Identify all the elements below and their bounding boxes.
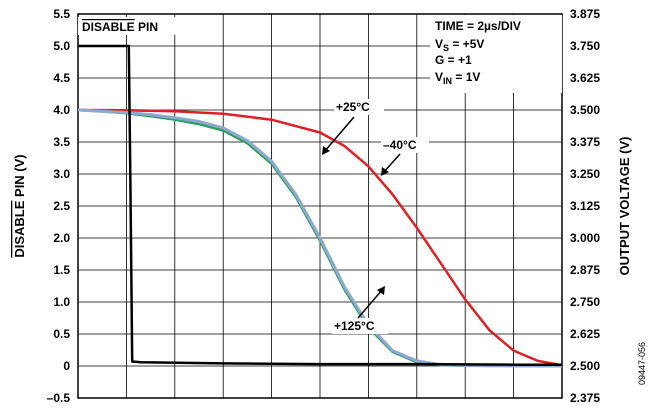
right-tick-label: 3.875: [570, 7, 600, 21]
left-axis-title-overline: DISABLE: [12, 200, 27, 257]
gain-label: G = +1: [435, 53, 472, 67]
right-tick-label: 3.375: [570, 135, 600, 149]
series-layer: [77, 44, 563, 368]
left-axis-title-rest: PIN (V): [12, 154, 27, 200]
left-axis-ticks: 5.5 5.0 4.5 4.0 3.5 3.0 2.5 2.0 1.5 1.0 0.5 0 –0.5: [47, 7, 71, 405]
disable-pin-label: DISABLE PIN: [82, 20, 158, 34]
vin-sub: IN: [443, 76, 452, 86]
right-tick-label: 3.750: [570, 39, 600, 53]
left-tick-label: 2.0: [53, 231, 70, 245]
left-axis-title: DISABLE PIN (V): [12, 154, 27, 257]
right-tick-label: 3.000: [570, 231, 600, 245]
right-tick-label: 3.625: [570, 71, 600, 85]
left-tick-label: 5.0: [53, 39, 70, 53]
right-tick-label: 2.875: [570, 263, 600, 277]
left-tick-label: 1.0: [53, 295, 70, 309]
right-axis-title: OUTPUT VOLTAGE (V): [617, 137, 632, 276]
left-tick-label: 0: [63, 359, 70, 373]
label-m40c-box: [381, 137, 429, 153]
left-tick-label: 4.5: [53, 71, 70, 85]
disable-pin-label-rest: PIN: [135, 20, 158, 34]
vs-label: VS = +5V: [435, 37, 484, 53]
right-axis-ticks: 3.875 3.750 3.625 3.500 3.375 3.250 3.125 3.000…: [570, 7, 600, 405]
figure-id: 09447-056: [637, 342, 647, 385]
right-tick-label: 2.500: [570, 359, 600, 373]
right-tick-label: 3.500: [570, 103, 600, 117]
vs-sub: S: [443, 43, 449, 53]
left-tick-label: 0.5: [53, 327, 70, 341]
series-line-1: [77, 108, 563, 367]
right-tick-label: 3.125: [570, 199, 600, 213]
left-tick-label: –0.5: [47, 391, 71, 405]
left-tick-label: 4.0: [53, 103, 70, 117]
arrow-125c: [357, 288, 384, 319]
left-tick-label: 5.5: [53, 7, 70, 21]
disable-pin-label-box: [78, 17, 186, 35]
label-25c-box: [334, 99, 384, 115]
arrowhead-125c-icon: [377, 286, 385, 295]
series-line-0: [78, 44, 562, 366]
right-tick-label: 3.250: [570, 167, 600, 181]
left-tick-label: 3.0: [53, 167, 70, 181]
label-25c: +25°C: [336, 100, 370, 114]
right-tick-label: 2.625: [570, 327, 600, 341]
vs-rest: = +5V: [449, 37, 484, 51]
label-125c-box: [332, 318, 388, 334]
vin-main: V: [435, 70, 443, 84]
left-tick-label: 2.5: [53, 199, 70, 213]
vin-rest: = 1V: [452, 70, 480, 84]
right-tick-label: 2.750: [570, 295, 600, 309]
vin-label: VIN = 1V: [435, 70, 480, 86]
arrow-25c: [323, 116, 355, 153]
left-tick-label: 3.5: [53, 135, 70, 149]
arrowhead-m40c-icon: [381, 167, 389, 176]
disable-pin-label-overline: DISABLE: [82, 20, 135, 34]
left-tick-label: 1.5: [53, 263, 70, 277]
time-div-label: TIME = 2µs/DIV: [435, 19, 521, 33]
right-tick-label: 2.375: [570, 391, 600, 405]
arrowhead-25c-icon: [322, 146, 330, 155]
conditions-box: [430, 15, 562, 93]
vs-main: V: [435, 37, 443, 51]
label-125c: +125°C: [334, 319, 375, 333]
label-m40c: –40°C: [383, 138, 417, 152]
